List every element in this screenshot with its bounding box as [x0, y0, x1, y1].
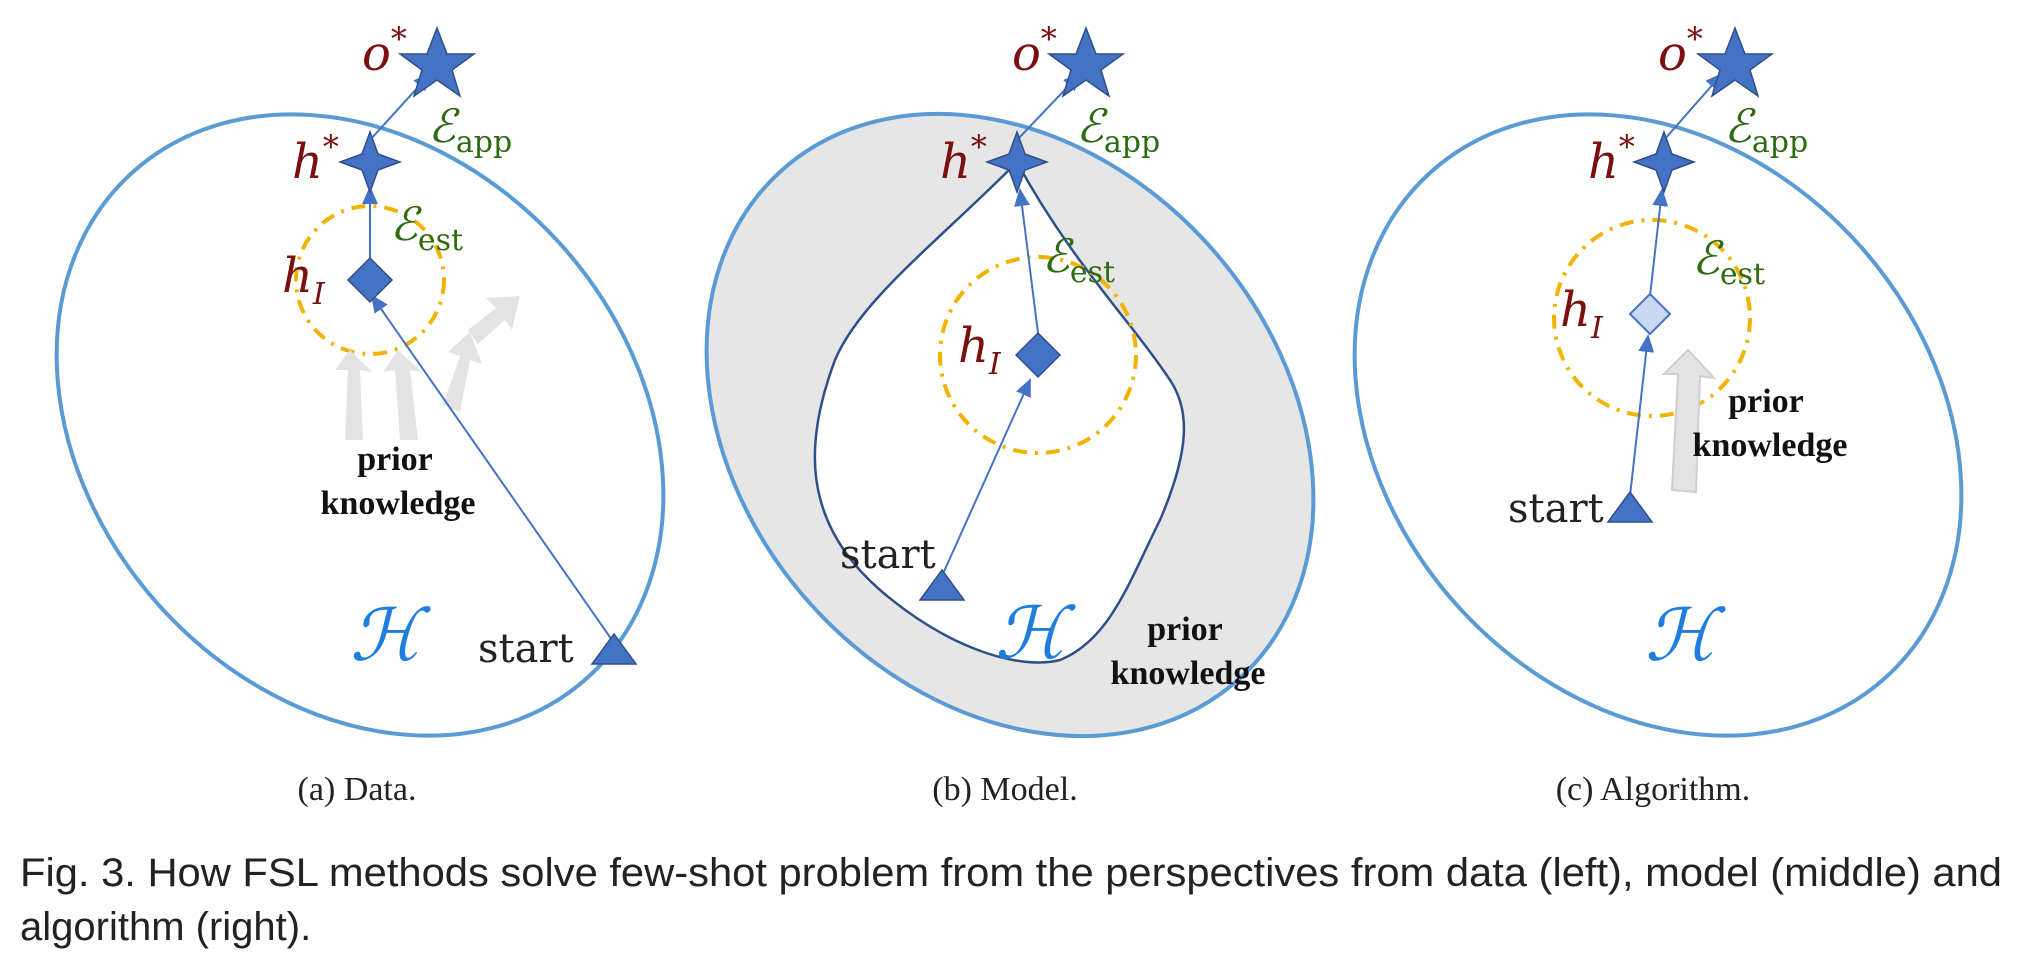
o-star-label: o*: [362, 20, 407, 82]
E-app-label: ℰapp: [428, 99, 512, 160]
estimation-error-circle: [1552, 218, 1752, 418]
start-label: start: [840, 532, 936, 578]
subcaption-c: (c) Algorithm.: [1556, 771, 1751, 808]
start-triangle-icon: [918, 568, 966, 601]
E-app-label: ℰapp: [1724, 99, 1808, 160]
h-I-label: hI: [958, 318, 1002, 382]
E-est-label: ℰest: [1692, 231, 1765, 292]
constrained-space-region: [813, 159, 1186, 664]
prior-label-line2: knowledge: [1111, 655, 1266, 692]
start-label: start: [1508, 486, 1604, 532]
h-I-diamond-icon: [346, 256, 394, 304]
panel-a-data: o* ℰapp h* ℰest hI prior knowledge ℋ sta…: [54, 20, 666, 738]
start-triangle-icon: [1606, 490, 1654, 523]
prior-knowledge-arrows: [335, 296, 520, 440]
E-est-label: ℰest: [390, 197, 463, 258]
h-star-icon: [1631, 129, 1697, 195]
hypothesis-space-label: ℋ: [1645, 593, 1726, 677]
h-I-diamond-icon: [1628, 292, 1672, 336]
h-I-diamond-icon: [1014, 331, 1062, 379]
figure-caption-line2: algorithm (right).: [20, 905, 311, 949]
h-star-label: h*: [940, 128, 987, 190]
o-star-icon: [1046, 25, 1126, 98]
h-star-label: h*: [1588, 128, 1635, 190]
figure-caption-line1: Fig. 3. How FSL methods solve few-shot p…: [20, 851, 2002, 895]
E-est-label: ℰest: [1042, 229, 1115, 290]
hypothesis-space-label: ℋ: [995, 591, 1076, 675]
estimation-error-circle: [294, 204, 446, 356]
o-star-label: o*: [1012, 20, 1057, 82]
prior-knowledge-arrow: [1661, 348, 1717, 494]
o-star-icon: [397, 25, 477, 98]
panel-b-model: o* ℰapp h* ℰest hI start ℋ prior knowled…: [704, 20, 1316, 739]
estimation-error-circle: [938, 255, 1138, 455]
start-to-hI-arrow: [370, 294, 613, 641]
hI-to-hstar-arrow: [1649, 188, 1669, 297]
start-triangle-icon: [590, 632, 638, 665]
hypothesis-space-label: ℋ: [350, 593, 431, 677]
hypothesis-space-ellipse: [54, 112, 666, 738]
o-star-icon: [1695, 25, 1775, 98]
prior-label-line1: prior: [1147, 611, 1223, 648]
hstar-to-ostar-arrow: [1663, 72, 1724, 141]
h-I-label: hI: [282, 248, 326, 312]
start-label: start: [478, 626, 574, 672]
hypothesis-space-ellipse: [1352, 112, 1964, 738]
panel-c-algorithm: o* ℰapp h* ℰest hI prior knowledge start…: [1352, 20, 1964, 738]
o-star-label: o*: [1658, 20, 1703, 82]
E-app-label: ℰapp: [1076, 99, 1160, 160]
h-I-label: hI: [1560, 282, 1604, 346]
h-star-icon: [337, 129, 403, 195]
prior-label-line2: knowledge: [321, 485, 476, 522]
subcaption-b: (b) Model.: [932, 771, 1077, 808]
start-to-hI-arrow: [1629, 334, 1655, 497]
prior-label-line2: knowledge: [1693, 427, 1848, 464]
h-star-icon: [984, 129, 1050, 195]
subcaption-a: (a) Data.: [298, 771, 417, 808]
prior-label-line1: prior: [1728, 383, 1804, 420]
hI-to-hstar-arrow: [1014, 188, 1039, 334]
h-star-label: h*: [292, 128, 339, 190]
start-to-hI-arrow: [941, 378, 1031, 577]
prior-label-line1: prior: [357, 441, 433, 478]
